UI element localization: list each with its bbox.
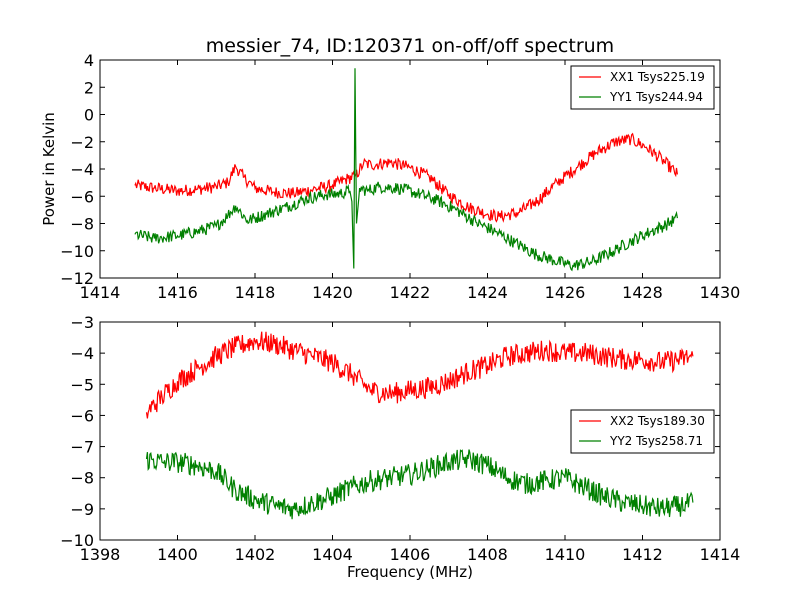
y-tick-label: −4 bbox=[70, 160, 94, 179]
x-tick-label: 1402 bbox=[235, 545, 276, 564]
x-axis-label: Frequency (MHz) bbox=[347, 563, 473, 581]
series-line-yy-panel-1 bbox=[134, 68, 678, 272]
y-tick-label: −8 bbox=[70, 469, 94, 488]
y-tick-label: −2 bbox=[70, 133, 94, 152]
y-axis-label: Power in Kelvin bbox=[40, 112, 58, 226]
series-line-yy-panel-2 bbox=[145, 449, 694, 520]
x-tick-label: 1410 bbox=[545, 545, 586, 564]
x-tick-label: 1400 bbox=[157, 545, 198, 564]
y-tick-label: −10 bbox=[60, 531, 94, 550]
y-tick-label: −6 bbox=[70, 187, 94, 206]
x-tick-label: 1422 bbox=[390, 283, 431, 302]
y-tick-label: −6 bbox=[70, 406, 94, 425]
x-tick-label: 1426 bbox=[545, 283, 586, 302]
x-tick-label: 1420 bbox=[312, 283, 353, 302]
y-tick-label: −12 bbox=[60, 269, 94, 288]
x-tick-label: 1418 bbox=[235, 283, 276, 302]
legend-entry: YY1 Tsys244.94 bbox=[609, 90, 703, 104]
y-tick-label: −4 bbox=[70, 344, 94, 363]
x-tick-label: 1424 bbox=[467, 283, 508, 302]
chart-title: messier_74, ID:120371 on-off/off spectru… bbox=[206, 35, 614, 57]
x-tick-label: 1414 bbox=[700, 545, 741, 564]
y-tick-label: 0 bbox=[84, 106, 94, 125]
x-tick-label: 1404 bbox=[312, 545, 353, 564]
y-tick-label: 2 bbox=[84, 78, 94, 97]
x-tick-label: 1428 bbox=[622, 283, 663, 302]
legend-entry: XX1 Tsys225.19 bbox=[610, 70, 705, 84]
legend-box-panel-1 bbox=[570, 65, 715, 110]
legend-box-panel-2 bbox=[570, 409, 715, 454]
legend-entry: YY2 Tsys258.71 bbox=[609, 434, 703, 448]
x-tick-label: 1416 bbox=[157, 283, 198, 302]
y-tick-label: 4 bbox=[84, 51, 94, 70]
x-tick-label: 1398 bbox=[80, 545, 121, 564]
y-tick-label: −3 bbox=[70, 313, 94, 332]
series-line-xx-panel-1 bbox=[134, 132, 678, 223]
x-tick-label: 1430 bbox=[700, 283, 741, 302]
y-tick-label: −8 bbox=[70, 215, 94, 234]
series-line-xx-panel-2 bbox=[145, 331, 694, 419]
x-tick-label: 1406 bbox=[390, 545, 431, 564]
x-tick-label: 1414 bbox=[80, 283, 121, 302]
legend-entry: XX2 Tsys189.30 bbox=[610, 414, 705, 428]
x-tick-label: 1408 bbox=[467, 545, 508, 564]
y-tick-label: −7 bbox=[70, 438, 94, 457]
y-tick-label: −5 bbox=[70, 375, 94, 394]
x-tick-label: 1412 bbox=[622, 545, 663, 564]
y-tick-label: −9 bbox=[70, 500, 94, 519]
y-tick-label: −10 bbox=[60, 242, 94, 261]
